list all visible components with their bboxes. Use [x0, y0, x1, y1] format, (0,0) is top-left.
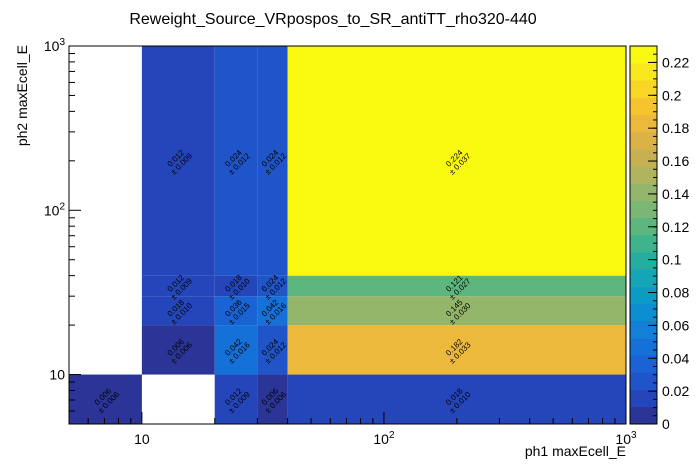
colorbar-tick-label: 0.14: [662, 186, 689, 202]
heatmap-cell: [257, 275, 288, 297]
colorbar-tick-label: 0.22: [662, 54, 689, 70]
colorbar-band: [630, 303, 657, 322]
heatmap-cell: [214, 275, 258, 297]
colorbar-band: [630, 149, 657, 167]
colorbar-band: [630, 131, 657, 150]
colorbar-band: [630, 97, 657, 116]
colorbar-band: [630, 320, 657, 339]
colorbar-band: [630, 183, 657, 201]
colorbar-band: [630, 389, 657, 408]
colorbar-tick-label: 0.02: [662, 383, 689, 399]
heatmap-cell: [214, 46, 258, 276]
cell-label: 0.042± 0.016: [223, 337, 252, 366]
y-axis-label: ph2 maxEcell_E: [14, 45, 30, 146]
heatmap-cell: [257, 296, 288, 326]
heatmap-cell: [214, 296, 258, 326]
heatmap-cell: [287, 325, 626, 375]
heatmap-cell: [214, 325, 258, 375]
colorbar-tick-label: 0.18: [662, 120, 689, 136]
heatmap-cell: [69, 374, 142, 424]
heatmap-cell: [287, 374, 626, 424]
colorbar-band: [630, 166, 657, 184]
y-tick-label: 102: [44, 201, 66, 218]
heatmap-cell: [141, 296, 215, 326]
colorbar-tick-label: 0: [662, 416, 670, 432]
colorbar-tick-label: 0.16: [662, 153, 689, 169]
colorbar-band: [630, 114, 657, 133]
axes: 10 102 103 10 102 103: [44, 37, 637, 447]
chart-title: Reweight_Source_VRpospos_to_SR_antiTT_rh…: [129, 11, 536, 28]
heatmap-cell: [257, 374, 288, 424]
colorbar-band: [630, 338, 657, 356]
heatmap-cell: [257, 325, 288, 375]
y-tick-label: 103: [44, 37, 66, 54]
heatmap-cell: [257, 46, 288, 276]
colorbar: 0 0.02 0.04 0.06 0.08 0.1 0.12 0.14 0.16 0.18 0.2 0…: [629, 45, 689, 432]
colorbar-band: [630, 355, 657, 373]
colorbar-tick-label: 0.06: [662, 317, 689, 333]
x-tick-label: 102: [373, 430, 395, 447]
heatmap-cell: [214, 374, 258, 424]
y-tick-label: 10: [49, 367, 65, 383]
colorbar-band: [630, 217, 657, 236]
colorbar-band: [630, 406, 657, 425]
heatmap-cells: [69, 46, 626, 424]
heatmap-cell: [287, 296, 626, 326]
colorbar-band: [630, 286, 657, 305]
colorbar-band: [630, 269, 657, 287]
colorbar-tick-label: 0.1: [662, 252, 682, 268]
x-tick-label: 103: [615, 430, 637, 447]
colorbar-band: [630, 252, 657, 270]
plot-frame: [68, 45, 627, 425]
colorbar-tick-label: 0.12: [662, 219, 689, 235]
heatmap-cell: [141, 46, 215, 276]
heatmap-cell: [287, 46, 626, 276]
colorbar-band: [630, 372, 657, 390]
colorbar-band: [630, 46, 657, 64]
colorbar-band: [630, 200, 657, 219]
heatmap-cell: [141, 275, 215, 297]
colorbar-band: [630, 80, 657, 98]
colorbar-band: [630, 235, 657, 253]
colorbar-tick-label: 0.04: [662, 350, 689, 366]
colorbar-tick-label: 0.2: [662, 87, 682, 103]
x-axis-label: ph1 maxEcell_E: [525, 443, 626, 459]
colorbar-band: [630, 63, 657, 81]
heatmap-cell: [141, 325, 215, 375]
heatmap-cell: [287, 275, 626, 297]
x-tick-label: 10: [134, 431, 150, 447]
colorbar-tick-label: 0.08: [662, 285, 689, 301]
